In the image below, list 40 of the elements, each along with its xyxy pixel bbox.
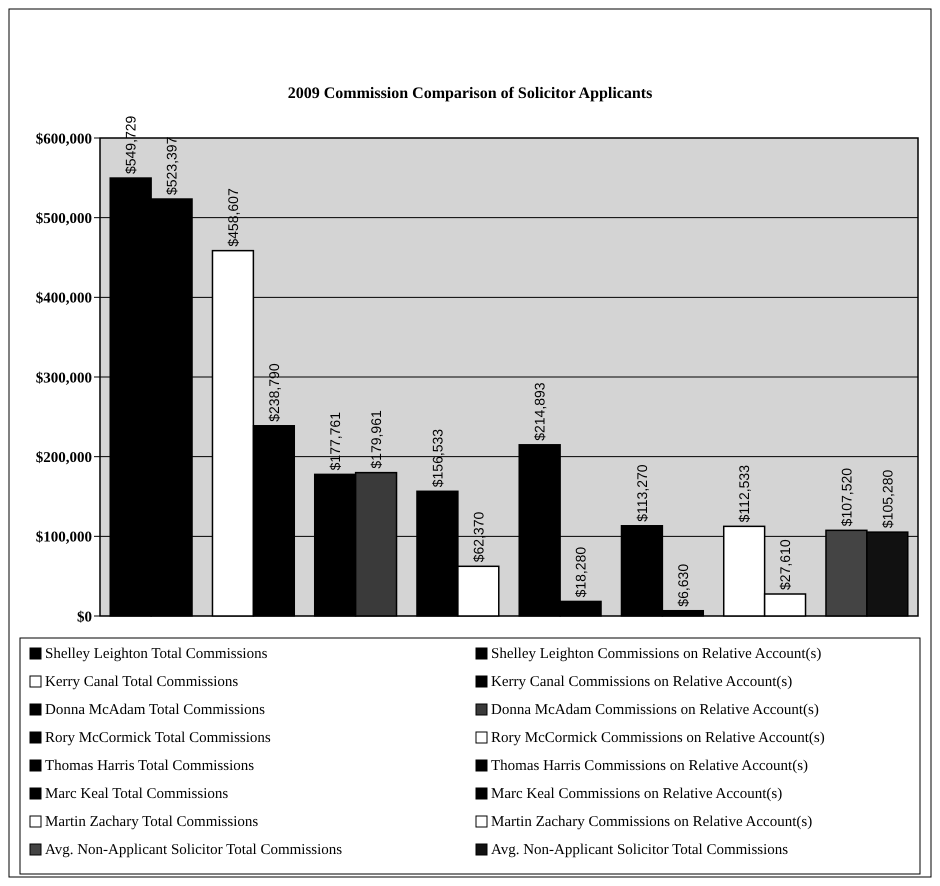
legend-label: Marc Keal Commissions on Relative Account(s) <box>491 786 782 802</box>
data-label: $18,280 <box>572 546 589 598</box>
data-label: $177,761 <box>327 412 344 470</box>
data-label: $179,961 <box>368 410 384 469</box>
chart-title: 2009 Commission Comparison of Solicitor Applicants <box>288 85 652 102</box>
legend-label: Rory McCormick Total Commissions <box>45 730 271 746</box>
legend-label: Kerry Canal Commissions on Relative Account(s) <box>491 674 792 690</box>
legend-label: Avg. Non-Applicant Solicitor Total Commissions <box>45 842 342 858</box>
y-tick-label: $500,000 <box>36 210 92 227</box>
data-label: $549,729 <box>122 115 139 174</box>
data-label: $62,370 <box>470 511 486 562</box>
legend-label: Marc Keal Total Commissions <box>45 786 228 802</box>
data-label: $156,533 <box>429 428 446 488</box>
data-label: $113,270 <box>634 464 650 522</box>
y-tick-label: $600,000 <box>36 131 92 148</box>
y-tick-label: $400,000 <box>36 290 92 307</box>
y-tick-label: $300,000 <box>36 370 92 386</box>
data-label: $238,790 <box>266 363 282 422</box>
legend-label: Shelley Leighton Commissions on Relative Account(s) <box>491 646 822 662</box>
data-label: $214,893 <box>532 382 548 441</box>
legend-label: Martin Zachary Commissions on Relative Account(s) <box>491 814 812 830</box>
data-label: $112,533 <box>736 464 752 522</box>
legend-label: Donna McAdam Commissions on Relative Account(s) <box>491 702 819 718</box>
y-tick-label: $0 <box>77 609 92 626</box>
y-tick-label: $100,000 <box>36 530 92 546</box>
legend-label: Kerry Canal Total Commissions <box>45 674 238 690</box>
data-label: $458,607 <box>224 188 241 247</box>
legend-label: Donna McAdam Total Commissions <box>45 702 266 718</box>
data-label: $105,280 <box>879 470 896 528</box>
legend-label: Martin Zachary Total Commissions <box>45 814 258 830</box>
data-label: $6,630 <box>674 564 691 607</box>
data-label: $107,520 <box>838 468 854 526</box>
legend-label: Shelley Leighton Total Commissions <box>45 646 268 662</box>
legend-label: Avg. Non-Applicant Solicitor Total Commissions <box>491 842 788 858</box>
legend-label: Thomas Harris Total Commissions <box>45 758 254 774</box>
legend-label: Thomas Harris Commissions on Relative Account(s) <box>491 758 808 774</box>
data-label: $523,397 <box>164 136 180 196</box>
data-label: $27,610 <box>777 539 794 590</box>
legend-label: Rory McCormick Commissions on Relative Account(s) <box>491 730 825 746</box>
y-tick-label: $200,000 <box>36 450 92 466</box>
